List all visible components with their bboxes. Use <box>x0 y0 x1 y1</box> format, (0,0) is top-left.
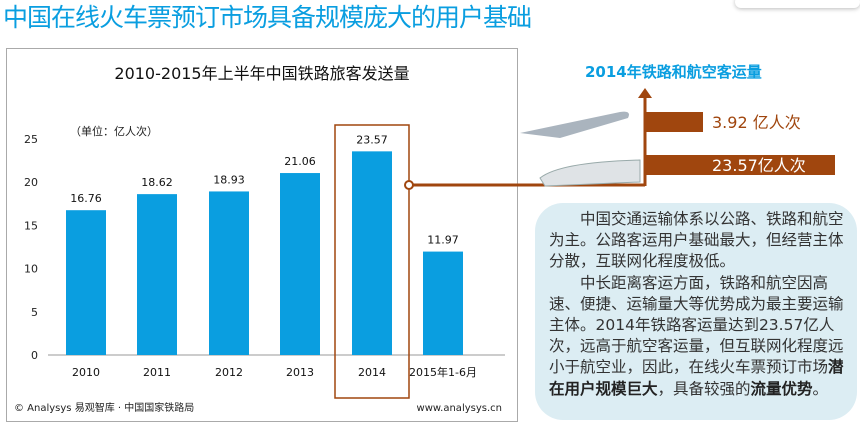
bar-2014 <box>352 151 392 355</box>
y-tick-label: 10 <box>24 263 38 276</box>
unit-label: （单位：亿人次） <box>70 124 158 138</box>
x-tick-label: 2011 <box>143 366 171 379</box>
note-paragraph-1: 中国交通运输体系以公路、铁路和航空为主。公路客运用户基础最大，但经营主体分散，互… <box>549 210 844 271</box>
connector-dot <box>404 180 414 190</box>
x-tick-label: 2014 <box>358 366 386 379</box>
arrow-head-icon <box>638 88 652 98</box>
footer-source: © Analysys 易观智库 · 中国国家铁路局 <box>14 401 194 414</box>
x-tick-label: 2010 <box>72 366 100 379</box>
data-label: 18.62 <box>141 176 173 189</box>
right-chart-title: 2014年铁路和航空客运量 <box>585 63 762 81</box>
note-emphasis: 流量优势 <box>750 379 813 398</box>
train-icon <box>539 159 641 187</box>
y-tick-label: 15 <box>24 219 38 232</box>
y-tick-label: 0 <box>31 349 38 362</box>
note-box: 中国交通运输体系以公路、铁路和航空为主。公路客运用户基础最大，但经营主体分散，互… <box>535 203 857 420</box>
data-label: 21.06 <box>284 155 316 168</box>
note-text: 中长距离客运方面，铁路和航空因高速、便捷、运输量大等优势成为最主要运输主体。20… <box>549 273 844 377</box>
note-paragraph-2: 中长距离客运方面，铁路和航空因高速、便捷、运输量大等优势成为最主要运输主体。20… <box>549 273 849 400</box>
highlight-box <box>334 124 410 399</box>
bar-2010 <box>66 210 106 355</box>
footer-url: www.analysys.cn <box>417 403 502 414</box>
y-tick-label: 20 <box>24 176 38 189</box>
y-tick-label: 5 <box>31 306 38 319</box>
chart-title: 2010-2015年上半年中国铁路旅客发送量 <box>114 64 409 83</box>
bar-2015年1-6月 <box>423 251 463 355</box>
x-tick-label: 2015年1-6月 <box>409 365 477 379</box>
right-bar-航空 <box>645 112 703 132</box>
x-tick-label: 2012 <box>215 366 243 379</box>
right-bar-铁路 <box>645 155 835 175</box>
airplane-icon <box>520 111 629 138</box>
data-label: 16.76 <box>70 192 102 205</box>
right-bar-label: 23.57亿人次 <box>712 156 806 175</box>
right-bar-label: 3.92 亿人次 <box>712 113 801 132</box>
bar-2012 <box>209 191 249 355</box>
note-emphasis: 潜在用户规模巨大 <box>549 358 844 398</box>
data-label: 18.93 <box>213 173 245 186</box>
note-text: ，具备较强的 <box>657 379 751 398</box>
y-tick-label: 25 <box>24 133 38 146</box>
top-card <box>735 0 860 8</box>
data-label: 11.97 <box>427 234 459 247</box>
note-text: 。 <box>812 379 829 398</box>
page-title: 中国在线火车票预订市场具备规模庞大的用户基础 <box>3 3 532 32</box>
x-tick-label: 2013 <box>286 366 314 379</box>
bar-2011 <box>137 194 177 355</box>
data-label: 23.57 <box>356 133 388 146</box>
bar-2013 <box>280 173 320 355</box>
